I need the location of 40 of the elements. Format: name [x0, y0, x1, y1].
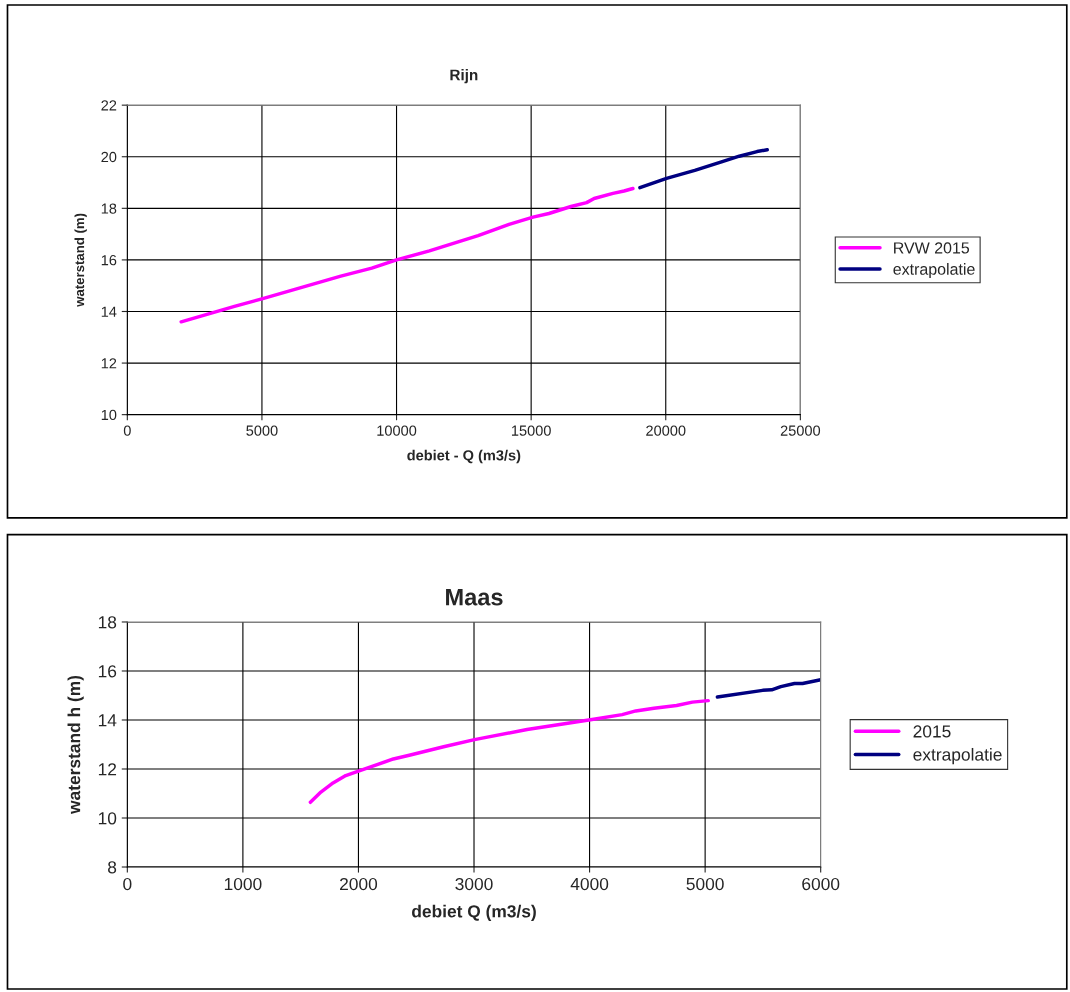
y-tick-label: 12 [98, 763, 117, 776]
y-tick-label: 8 [108, 861, 117, 874]
x-tick-label: 15000 [511, 425, 551, 436]
chart-title: Maas [446, 589, 503, 606]
line-series [715, 678, 821, 699]
line-series [638, 148, 769, 190]
chart-title: Rijn [450, 69, 478, 84]
y-axis-title: waterstand h (m) [67, 675, 84, 814]
legend-label: extrapolatie [913, 747, 1002, 765]
y-tick-label: 20 [101, 151, 117, 163]
y-tick-label: 16 [98, 665, 117, 678]
x-tick-label: 4000 [570, 877, 609, 891]
y-tick-label: 18 [101, 203, 117, 214]
x-tick-label: 10000 [377, 425, 417, 436]
y-axis-title: waterstand (m) [74, 213, 87, 307]
y-tick-label: 16 [101, 255, 117, 266]
y-tick-label: 18 [98, 616, 117, 629]
line-series [179, 186, 635, 324]
x-tick-label: 2000 [340, 877, 378, 891]
x-tick-label: 20000 [646, 425, 686, 436]
legend-label: 2015 [913, 725, 951, 738]
y-tick-label: 10 [101, 409, 117, 421]
y-tick-label: 14 [101, 306, 117, 317]
x-tick-label: 1000 [224, 877, 262, 891]
x-tick-label: 5000 [246, 425, 278, 436]
x-tick-label: 25000 [780, 425, 821, 436]
line-series [308, 698, 710, 805]
x-axis-title: debiet - Q (m3/s) [407, 449, 521, 464]
x-tick-label: 0 [123, 425, 131, 436]
x-tick-label: 0 [123, 877, 132, 891]
y-tick-label: 12 [101, 358, 117, 369]
y-tick-label: 22 [101, 100, 117, 111]
x-tick-label: 6000 [802, 877, 840, 891]
x-tick-label: 3000 [455, 877, 493, 891]
y-tick-label: 10 [98, 812, 117, 825]
legend-label: RVW 2015 [894, 242, 970, 254]
x-tick-label: 5000 [686, 877, 724, 891]
x-axis-title: debiet Q (m3/s) [412, 904, 536, 921]
legend-label: extrapolatie [893, 263, 975, 278]
y-tick-label: 14 [98, 714, 117, 727]
